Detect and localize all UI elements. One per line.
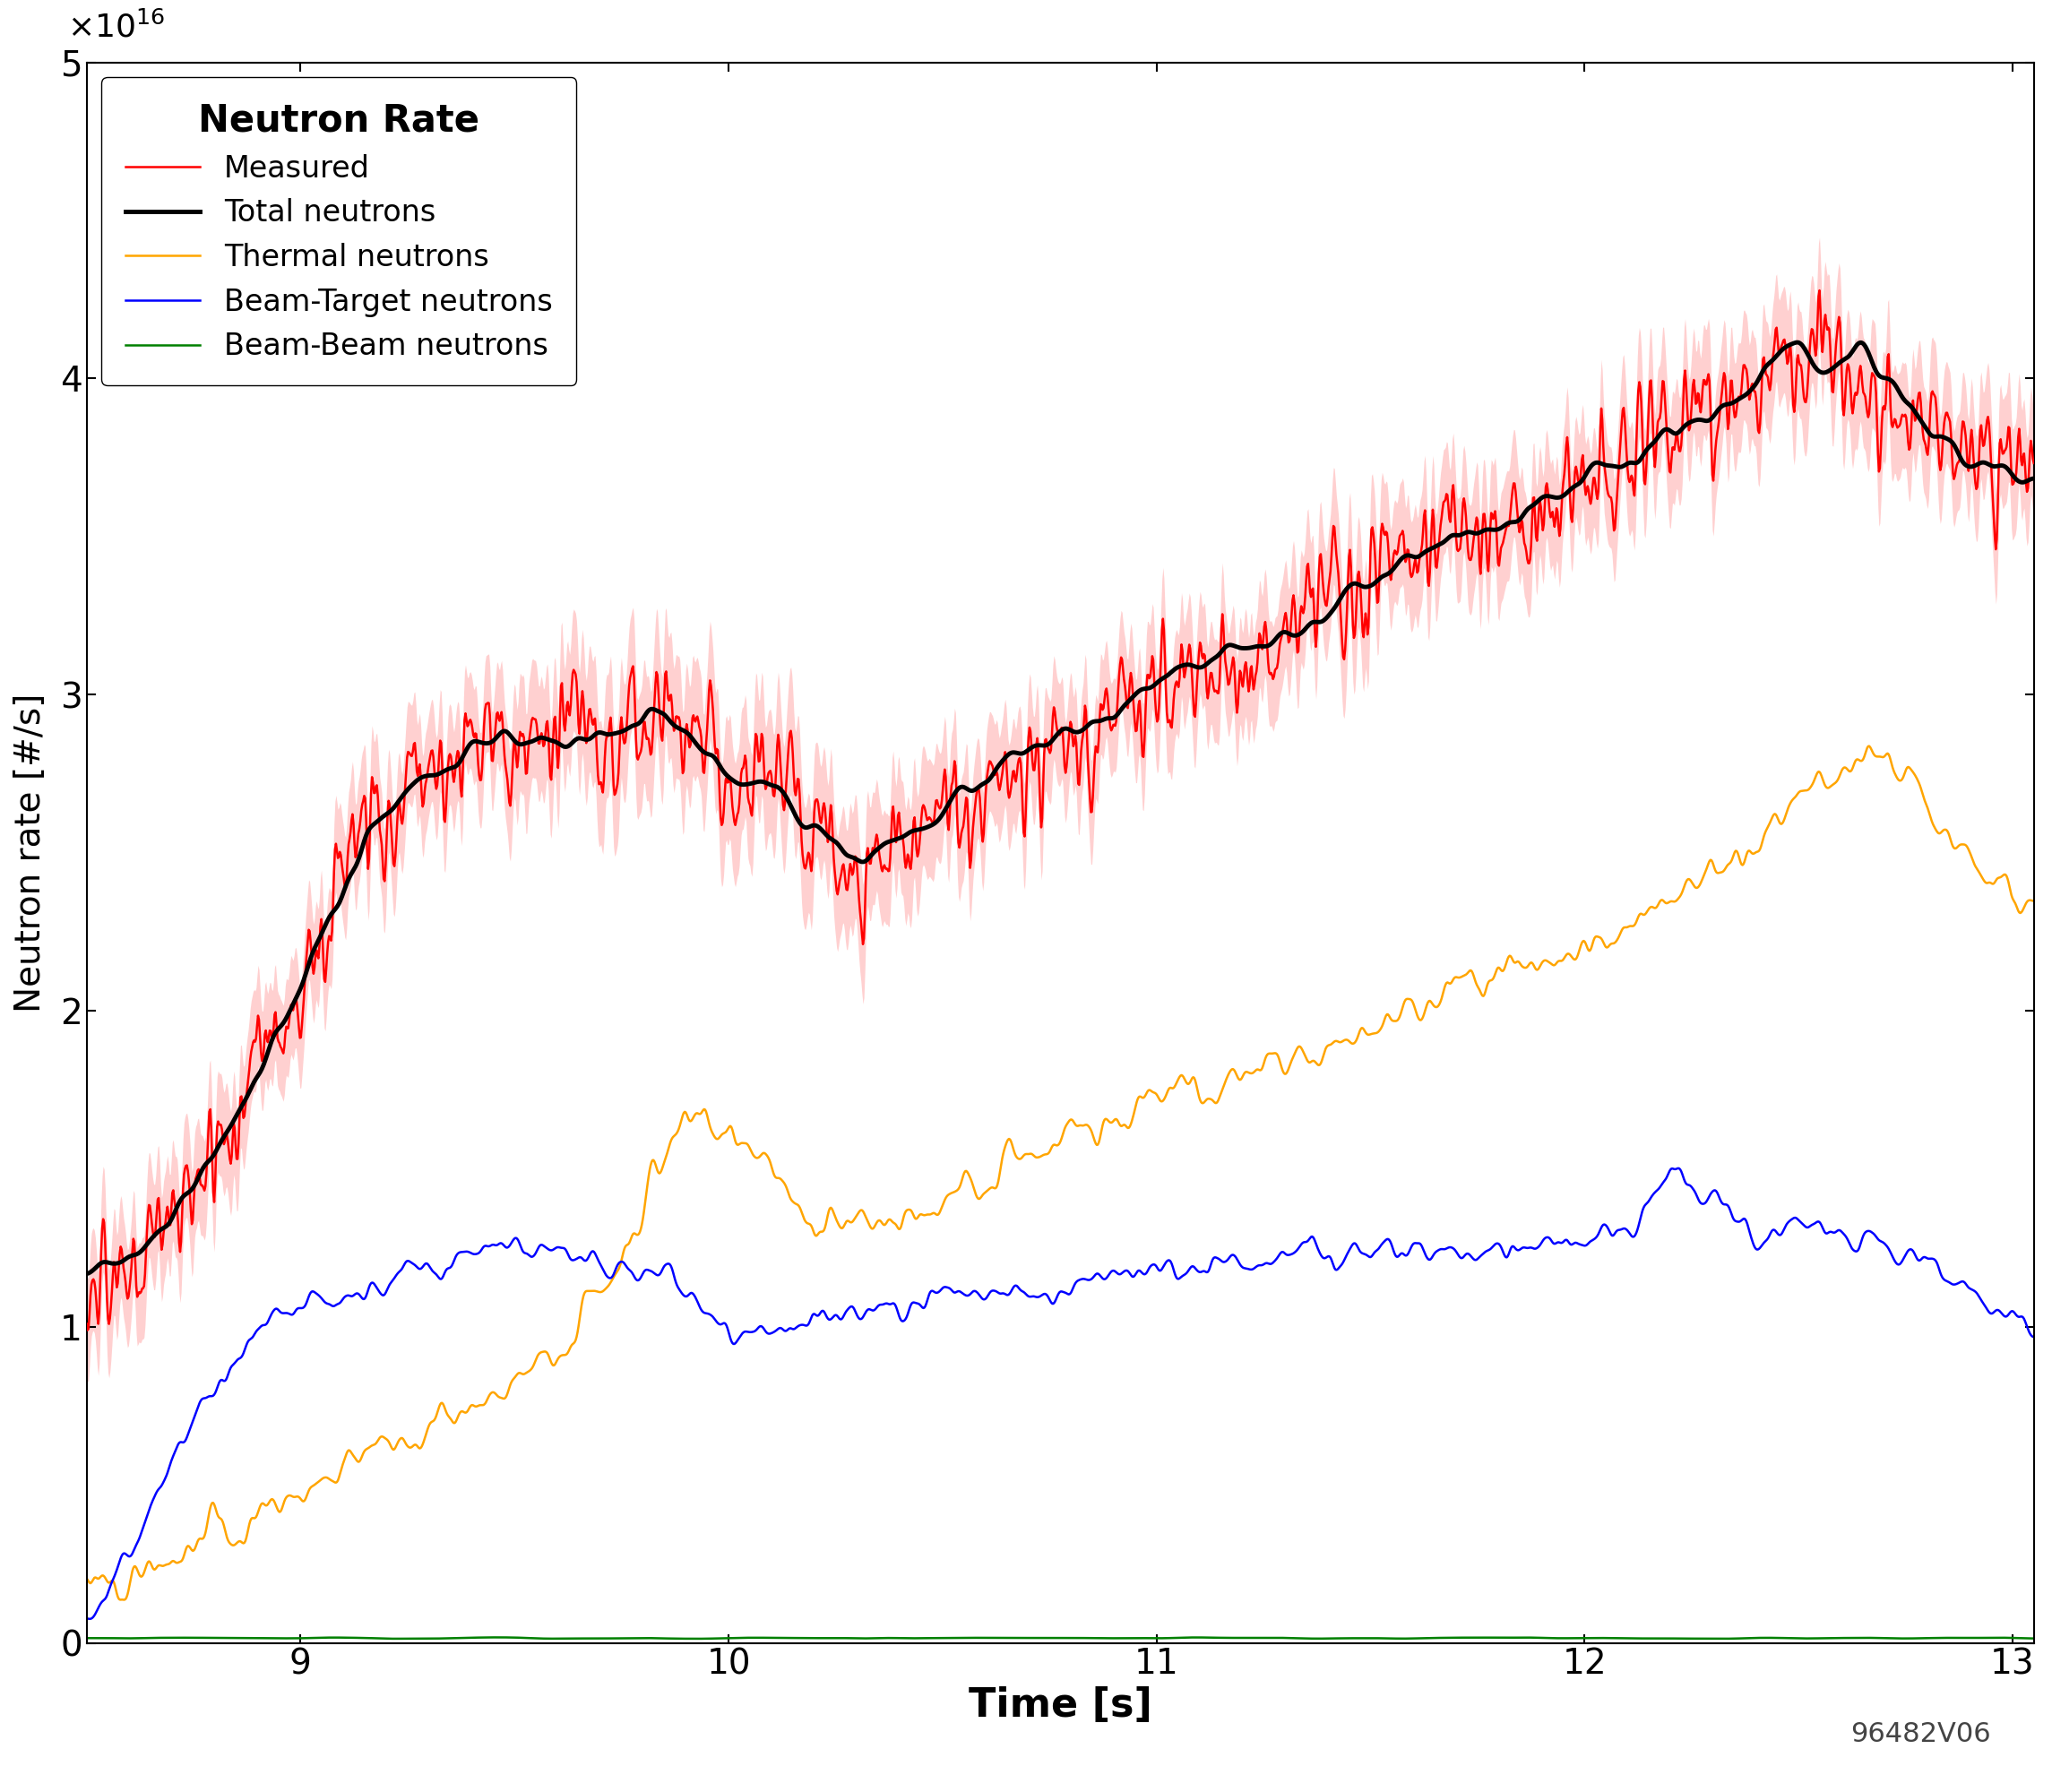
Beam-Beam neutrons [174, 1627, 199, 1649]
Beam-Beam neutrons [2021, 1627, 2046, 1649]
Thermal neutrons [971, 1185, 995, 1206]
Line: Measured: Measured [86, 290, 2034, 1330]
Measured [1609, 426, 1633, 448]
Text: 96482V06: 96482V06 [1851, 1720, 1990, 1747]
Measured [1966, 464, 1990, 486]
Beam-Beam neutrons [1024, 1627, 1049, 1649]
Text: $\times10^{16}$: $\times10^{16}$ [68, 11, 164, 43]
Beam-Target neutrons [1609, 1219, 1633, 1240]
Y-axis label: Neutron rate [#/s]: Neutron rate [#/s] [14, 694, 47, 1012]
Measured [1808, 280, 1832, 301]
Beam-Beam neutrons [484, 1627, 509, 1649]
Total neutrons [1785, 332, 1810, 353]
Beam-Beam neutrons [971, 1627, 995, 1649]
Beam-Beam neutrons [1609, 1627, 1633, 1649]
Line: Beam-Target neutrons: Beam-Target neutrons [86, 1168, 2034, 1618]
Beam-Beam neutrons [683, 1627, 708, 1649]
Measured [2021, 452, 2046, 473]
Total neutrons [1022, 737, 1047, 758]
Measured [1968, 441, 1992, 462]
Beam-Target neutrons [74, 1607, 98, 1629]
Beam-Beam neutrons [74, 1627, 98, 1649]
Thermal neutrons [2021, 891, 2046, 912]
Measured [174, 1154, 199, 1176]
Line: Thermal neutrons: Thermal neutrons [86, 745, 2034, 1600]
Beam-Target neutrons [1966, 1285, 1990, 1306]
Legend: Measured, Total neutrons, Thermal neutrons, Beam-Target neutrons, Beam-Beam neut: Measured, Total neutrons, Thermal neutro… [101, 77, 577, 385]
Measured [74, 1314, 98, 1335]
Line: Total neutrons: Total neutrons [86, 342, 2034, 1274]
Thermal neutrons [174, 1536, 199, 1557]
Beam-Target neutrons [78, 1607, 103, 1629]
Total neutrons [1607, 457, 1631, 478]
Total neutrons [1966, 453, 1990, 475]
Measured [76, 1319, 101, 1340]
Beam-Target neutrons [2021, 1326, 2046, 1348]
Beam-Target neutrons [1968, 1287, 1992, 1308]
Beam-Target neutrons [174, 1426, 199, 1448]
Thermal neutrons [111, 1590, 135, 1611]
Thermal neutrons [1609, 921, 1633, 943]
Thermal neutrons [74, 1568, 98, 1590]
Thermal neutrons [1968, 862, 1992, 883]
Total neutrons [74, 1263, 98, 1285]
Thermal neutrons [1022, 1145, 1047, 1167]
Measured [1022, 760, 1047, 781]
Total neutrons [969, 774, 993, 796]
Beam-Beam neutrons [1966, 1627, 1990, 1649]
Measured [971, 831, 995, 853]
Beam-Target neutrons [1022, 1285, 1047, 1306]
Thermal neutrons [1966, 860, 1990, 882]
X-axis label: Time [s]: Time [s] [969, 1686, 1151, 1724]
Total neutrons [1966, 453, 1990, 475]
Thermal neutrons [1857, 735, 1882, 756]
Total neutrons [174, 1183, 199, 1204]
Total neutrons [2021, 468, 2046, 489]
Beam-Target neutrons [1666, 1158, 1691, 1179]
Beam-Beam neutrons [1968, 1627, 1992, 1649]
Beam-Target neutrons [971, 1288, 995, 1310]
